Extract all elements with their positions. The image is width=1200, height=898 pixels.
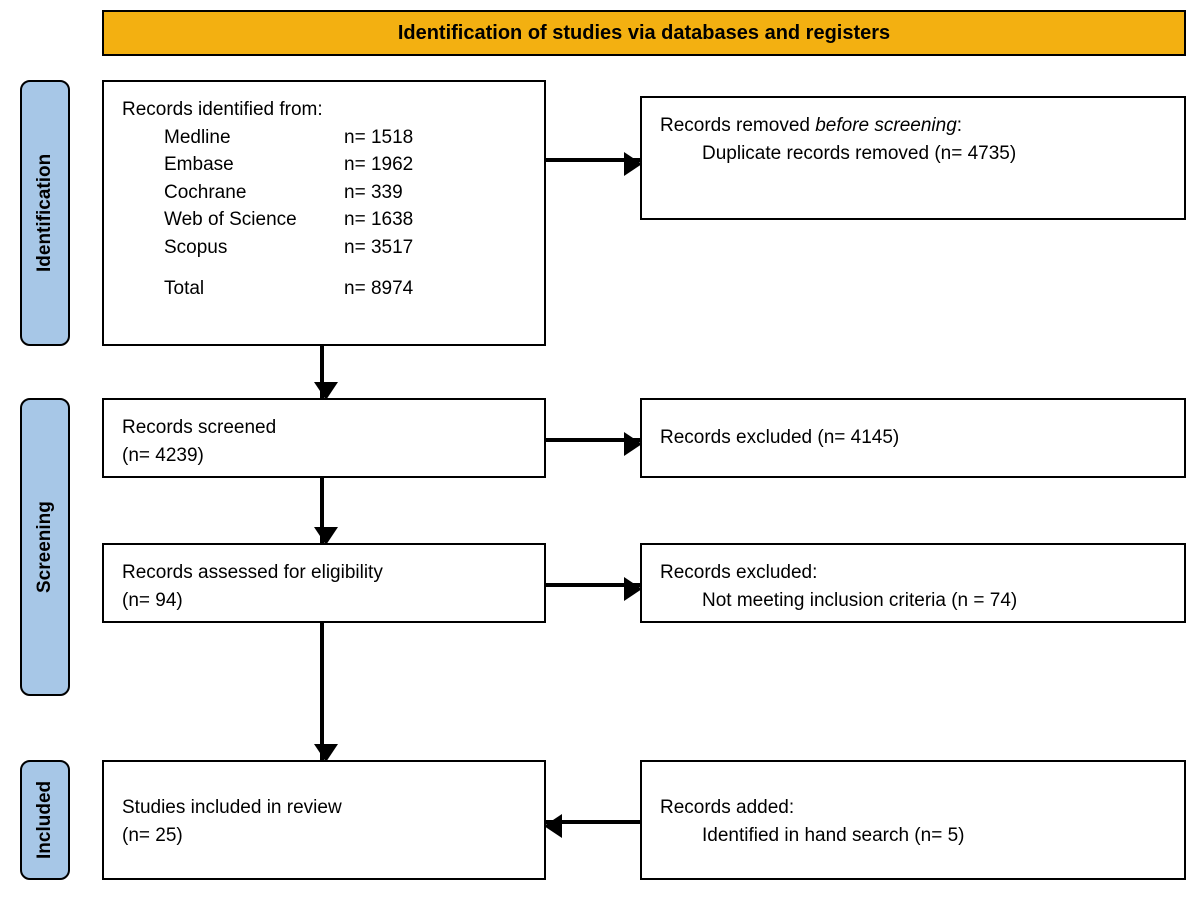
phase-label-text: Identification xyxy=(34,154,56,272)
arrow-down-identified-to-screened xyxy=(320,346,324,398)
phase-label-text: Included xyxy=(34,781,56,859)
db-n: n= 339 xyxy=(344,179,403,207)
db-name: Web of Science xyxy=(164,206,344,234)
box-records-screened: Records screened (n= 4239) xyxy=(102,398,546,478)
arrow-left-added-to-included xyxy=(546,820,640,824)
arrow-right-identified-to-removed xyxy=(546,158,640,162)
db-name: Cochrane xyxy=(164,179,344,207)
db-row: Embase n= 1962 xyxy=(122,151,526,179)
included-line1: Studies included in review xyxy=(122,794,526,822)
screened-line2: (n= 4239) xyxy=(122,442,526,470)
assessed-line1: Records assessed for eligibility xyxy=(122,559,526,587)
arrow-down-screened-to-assessed xyxy=(320,478,324,543)
arrow-right-screened-to-excluded1 xyxy=(546,438,640,442)
added-heading: Records added: xyxy=(660,794,1166,822)
db-n: n= 1518 xyxy=(344,124,413,152)
box-records-added: Records added: Identified in hand search… xyxy=(640,760,1186,880)
db-name: Embase xyxy=(164,151,344,179)
added-line: Identified in hand search (n= 5) xyxy=(660,822,1166,850)
box-records-identified: Records identified from: Medline n= 1518… xyxy=(102,80,546,346)
db-total-n: n= 8974 xyxy=(344,275,413,303)
phase-label-included: Included xyxy=(20,760,70,880)
removed-line: Duplicate records removed (n= 4735) xyxy=(660,140,1166,168)
box-records-assessed: Records assessed for eligibility (n= 94) xyxy=(102,543,546,623)
phase-label-screening: Screening xyxy=(20,398,70,696)
box-records-excluded-1: Records excluded (n= 4145) xyxy=(640,398,1186,478)
db-row: Medline n= 1518 xyxy=(122,124,526,152)
removed-heading: Records removed before screening: xyxy=(660,112,1166,140)
header-bar: Identification of studies via databases … xyxy=(102,10,1186,56)
phase-label-identification: Identification xyxy=(20,80,70,346)
header-title: Identification of studies via databases … xyxy=(398,22,890,45)
db-name: Scopus xyxy=(164,234,344,262)
arrow-right-assessed-to-excluded2 xyxy=(546,583,640,587)
excluded1-line: Records excluded (n= 4145) xyxy=(660,414,1166,452)
phase-label-text: Screening xyxy=(34,501,56,593)
db-n: n= 3517 xyxy=(344,234,413,262)
box-records-removed: Records removed before screening: Duplic… xyxy=(640,96,1186,220)
db-n: n= 1638 xyxy=(344,206,413,234)
db-name: Medline xyxy=(164,124,344,152)
db-row: Web of Science n= 1638 xyxy=(122,206,526,234)
box-studies-included: Studies included in review (n= 25) xyxy=(102,760,546,880)
arrow-down-assessed-to-included xyxy=(320,623,324,760)
db-total-label: Total xyxy=(164,275,344,303)
db-row: Scopus n= 3517 xyxy=(122,234,526,262)
db-n: n= 1962 xyxy=(344,151,413,179)
db-row: Cochrane n= 339 xyxy=(122,179,526,207)
db-total-row: Total n= 8974 xyxy=(122,275,526,303)
assessed-line2: (n= 94) xyxy=(122,587,526,615)
excluded2-line: Not meeting inclusion criteria (n = 74) xyxy=(660,587,1166,615)
excluded2-heading: Records excluded: xyxy=(660,559,1166,587)
box-records-excluded-2: Records excluded: Not meeting inclusion … xyxy=(640,543,1186,623)
included-line2: (n= 25) xyxy=(122,822,526,850)
prisma-flow-diagram: Identification of studies via databases … xyxy=(0,0,1200,898)
screened-line1: Records screened xyxy=(122,414,526,442)
identified-heading: Records identified from: xyxy=(122,96,526,124)
